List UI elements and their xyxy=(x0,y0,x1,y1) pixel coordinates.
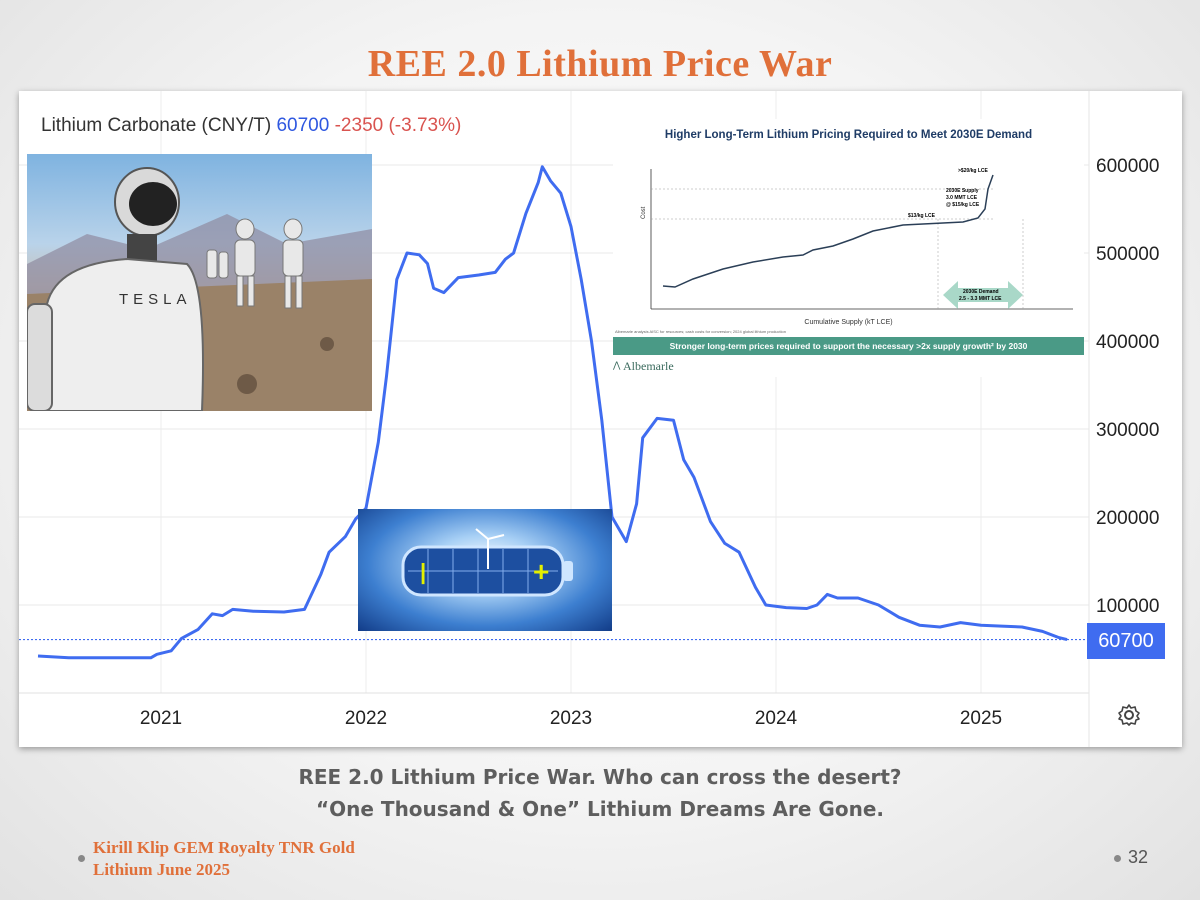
inset-annotation: $13/kg LCE xyxy=(908,213,936,219)
caption-line-2: “One Thousand & One” Lithium Dreams Are … xyxy=(316,797,884,821)
caption-line-1: REE 2.0 Lithium Price War. Who can cross… xyxy=(298,765,902,789)
instrument-name: Lithium Carbonate (CNY/T) xyxy=(41,115,272,136)
inset-annotation: 3.0 MMT LCE xyxy=(946,195,978,201)
inset-xlabel: Cumulative Supply (kT LCE) xyxy=(804,319,893,326)
inset-footnote: Albemarle analysis AISC for resources; c… xyxy=(615,329,786,334)
albemarle-logo-icon: ⋀ xyxy=(613,360,621,370)
albemarle-logo: Albemarle xyxy=(623,359,674,373)
x-tick-label: 2021 xyxy=(140,708,182,729)
svg-text:|: | xyxy=(420,559,426,584)
inset-annotation: 2030E Supply xyxy=(946,188,979,194)
svg-text:+: + xyxy=(533,556,549,587)
current-price: 60700 xyxy=(276,115,330,136)
inset-annotation: 2.5 - 3.3 MMT LCE xyxy=(959,296,1002,302)
chart-header: Lithium Carbonate (CNY/T) 60700 -2350 (-… xyxy=(41,115,461,137)
inset-banner: Stronger long-term prices required to su… xyxy=(613,337,1084,355)
y-tick-label: 600000 xyxy=(1096,156,1159,177)
page-number: 32 xyxy=(1128,847,1149,867)
x-tick-label: 2022 xyxy=(345,708,387,729)
battery-image: | + xyxy=(358,509,612,631)
robot-photo: TESLA xyxy=(27,154,372,411)
robot-chest-text: TESLA xyxy=(119,291,192,308)
y-tick-label: 500000 xyxy=(1096,244,1159,265)
inset-annotation: @ $15/kg LCE xyxy=(946,202,980,208)
albemarle-inset: Higher Long-Term Lithium Pricing Require… xyxy=(613,119,1084,377)
slide-title: REE 2.0 Lithium Price War xyxy=(367,43,833,85)
x-tick-label: 2023 xyxy=(550,708,592,729)
inset-annotation: >$20/kg LCE xyxy=(958,168,989,174)
y-tick-label: 400000 xyxy=(1096,332,1159,353)
inset-annotation: 2030E Demand xyxy=(963,289,999,295)
gear-icon[interactable] xyxy=(1117,703,1141,727)
bullet-icon xyxy=(1114,855,1121,862)
inset-title: Higher Long-Term Lithium Pricing Require… xyxy=(664,129,1033,141)
y-tick-label: 200000 xyxy=(1096,508,1159,529)
price-series-line xyxy=(37,165,1068,660)
author-line-2: Lithium June 2025 xyxy=(93,860,230,879)
author-line-1: Kirill Klip GEM Royalty TNR Gold xyxy=(93,838,355,857)
x-tick-label: 2025 xyxy=(960,708,1002,729)
inset-ylabel: Cost xyxy=(641,206,647,219)
y-tick-label: 300000 xyxy=(1096,420,1159,441)
price-change: -2350 (-3.73%) xyxy=(334,115,462,136)
chart-panel: 100000 200000 300000 400000 500000 600000 202… xyxy=(19,91,1182,747)
x-tick-label: 2024 xyxy=(755,708,798,729)
bullet-icon xyxy=(78,855,85,862)
y-tick-label: 100000 xyxy=(1096,596,1159,617)
last-price-badge: 60700 xyxy=(1087,623,1165,659)
